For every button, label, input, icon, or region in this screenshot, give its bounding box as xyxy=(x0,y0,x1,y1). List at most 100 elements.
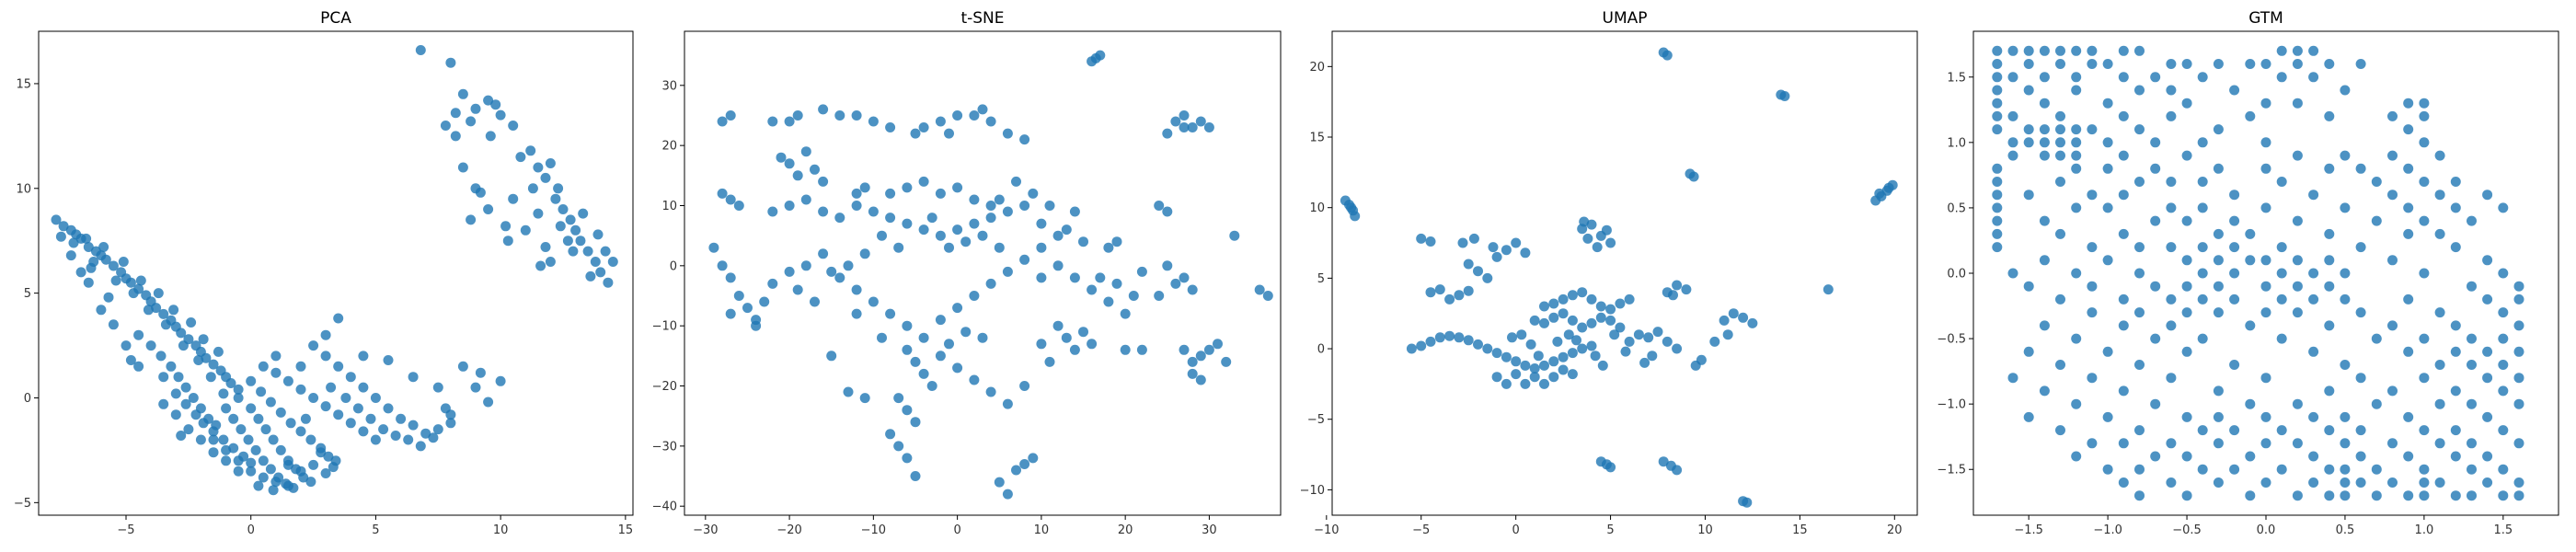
data-point xyxy=(2134,124,2145,135)
data-point xyxy=(308,340,319,351)
data-point xyxy=(2150,163,2161,174)
data-point xyxy=(952,182,963,193)
data-point xyxy=(1111,278,1122,289)
data-point xyxy=(1425,287,1436,298)
data-point xyxy=(2324,320,2335,331)
data-point xyxy=(1719,315,1730,326)
data-point xyxy=(2292,281,2303,292)
x-tick-label: 20 xyxy=(1887,523,1903,537)
data-point xyxy=(570,224,581,236)
data-point xyxy=(2292,438,2303,449)
data-point xyxy=(540,172,551,183)
data-point xyxy=(717,188,728,199)
data-point xyxy=(2371,177,2382,187)
data-point xyxy=(568,246,579,257)
data-point xyxy=(1548,298,1559,309)
data-point xyxy=(590,257,601,267)
data-point xyxy=(246,466,257,477)
data-point xyxy=(1722,329,1733,340)
data-point xyxy=(2387,477,2398,488)
data-point xyxy=(457,88,468,99)
data-point xyxy=(2245,398,2256,409)
data-point xyxy=(944,128,954,139)
data-point xyxy=(1195,351,1206,362)
data-point xyxy=(221,455,232,466)
data-point xyxy=(323,451,334,462)
data-point xyxy=(2387,110,2398,121)
data-point xyxy=(495,109,506,121)
data-point xyxy=(2166,202,2177,213)
data-point xyxy=(742,303,753,314)
data-point xyxy=(977,230,988,241)
data-point xyxy=(1061,224,1072,236)
data-point xyxy=(282,459,293,470)
data-point xyxy=(188,393,199,403)
data-point xyxy=(725,194,736,205)
data-point xyxy=(1577,343,1588,354)
data-point xyxy=(935,315,946,326)
data-point xyxy=(565,214,576,225)
data-point xyxy=(1162,128,1173,139)
data-point xyxy=(944,242,954,253)
data-point xyxy=(800,146,811,157)
data-point xyxy=(2134,307,2145,318)
data-point xyxy=(295,466,306,477)
data-point xyxy=(2292,150,2303,161)
data-point xyxy=(1520,247,1531,259)
data-point xyxy=(2419,215,2430,226)
data-point xyxy=(1078,327,1088,338)
data-point xyxy=(108,260,119,271)
data-point xyxy=(2166,177,2177,187)
data-point xyxy=(2039,150,2050,161)
data-point xyxy=(1992,110,2003,121)
data-point xyxy=(198,334,209,345)
data-point xyxy=(2213,281,2224,292)
data-point xyxy=(1103,296,1114,307)
data-point xyxy=(2181,150,2192,161)
chart-title: UMAP xyxy=(1603,9,1648,28)
data-point xyxy=(2340,360,2351,370)
y-tick-label: 10 xyxy=(1309,201,1325,215)
data-point xyxy=(2007,110,2018,121)
data-point xyxy=(1507,332,1517,343)
data-point xyxy=(2087,124,2098,135)
data-point xyxy=(2292,45,2303,56)
data-point xyxy=(1350,211,1361,222)
data-point xyxy=(527,183,538,194)
data-point xyxy=(1454,290,1465,301)
data-point xyxy=(470,103,481,114)
data-point xyxy=(270,477,282,488)
data-point xyxy=(2039,215,2050,226)
data-point xyxy=(868,296,879,307)
data-point xyxy=(2467,215,2477,226)
data-point xyxy=(2102,137,2113,148)
data-point xyxy=(83,277,94,288)
data-point xyxy=(2229,215,2240,226)
data-point xyxy=(2197,425,2208,436)
data-point xyxy=(2419,98,2430,109)
data-point xyxy=(826,266,837,277)
data-point xyxy=(2292,98,2303,109)
data-point xyxy=(1652,327,1663,338)
data-point xyxy=(1779,91,1790,101)
data-point xyxy=(1520,378,1531,389)
data-point xyxy=(1586,219,1597,230)
data-point xyxy=(2166,59,2177,69)
data-point xyxy=(2150,215,2161,226)
data-point xyxy=(2260,98,2271,109)
x-tick-label: 0 xyxy=(1512,523,1520,537)
data-point xyxy=(2276,464,2287,475)
data-point xyxy=(994,194,1005,205)
data-point xyxy=(2355,59,2366,69)
data-point xyxy=(2482,477,2493,488)
data-point xyxy=(1511,237,1522,248)
data-point xyxy=(495,375,506,386)
data-point xyxy=(333,409,344,420)
data-point xyxy=(2340,411,2351,422)
x-tick-label: −5 xyxy=(117,523,134,537)
data-point xyxy=(525,145,536,156)
data-point xyxy=(1444,293,1455,305)
data-point xyxy=(2102,346,2113,357)
data-point xyxy=(2197,242,2208,253)
